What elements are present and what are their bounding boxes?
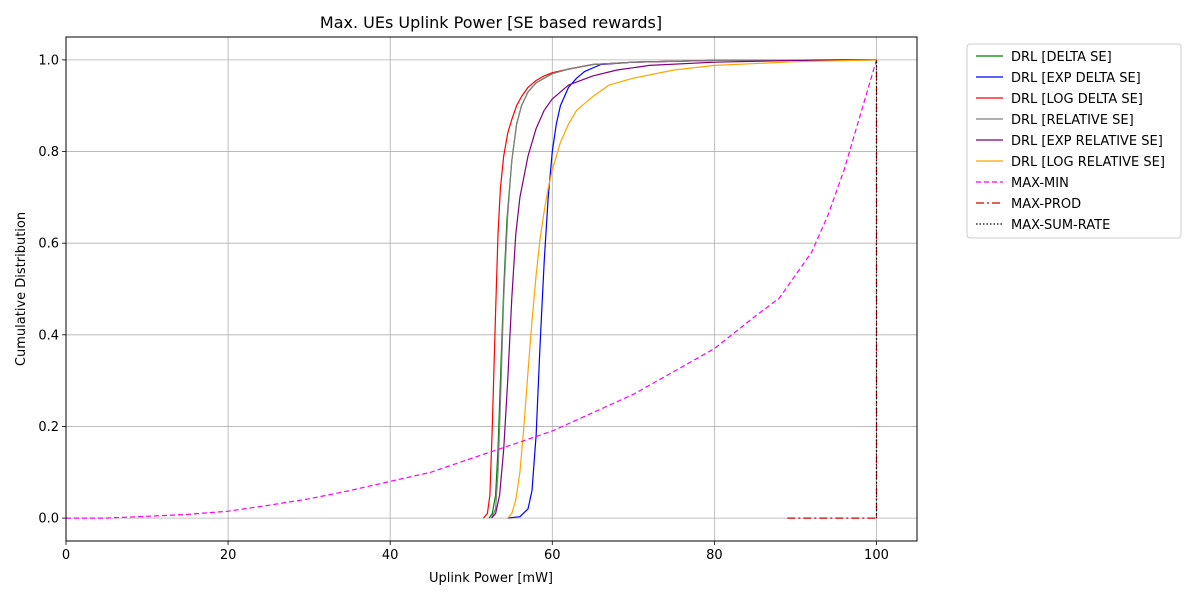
legend-label: MAX-PROD <box>1011 197 1081 212</box>
legend-label: MAX-MIN <box>1011 176 1069 191</box>
series-line <box>488 59 877 519</box>
x-tick-label: 0 <box>62 548 70 563</box>
legend: DRL [DELTA SE] DRL [EXP DELTA SE] DRL [LOG… <box>966 43 1182 239</box>
series-line <box>507 59 877 519</box>
series-line <box>507 59 877 519</box>
y-tick-label: 0.4 <box>38 328 59 343</box>
axis-ticks: 0 20 40 60 80 100 0.0 0.2 0.4 0.6 0.8 1.0 <box>38 53 889 563</box>
chart-title: Max. UEs Uplink Power [SE based rewards] <box>320 13 662 32</box>
y-tick-label: 0.2 <box>38 420 59 435</box>
y-axis-label: Cumulative Distribution <box>14 212 29 366</box>
plot-frame <box>65 36 918 542</box>
x-axis-label: Uplink Power [mW] <box>429 571 553 586</box>
y-tick-label: 0.0 <box>38 512 59 527</box>
y-tick-label: 0.6 <box>38 237 59 252</box>
x-tick-label: 80 <box>706 548 723 563</box>
legend-label: DRL [EXP RELATIVE SE] <box>1011 134 1163 149</box>
x-tick-label: 60 <box>544 548 561 563</box>
legend-label: DRL [EXP DELTA SE] <box>1011 71 1141 86</box>
series-line <box>491 59 877 519</box>
series-line <box>490 59 877 519</box>
legend-label: MAX-SUM-RATE <box>1011 218 1110 233</box>
legend-label: DRL [LOG DELTA SE] <box>1011 92 1143 107</box>
series-line <box>787 59 878 519</box>
legend-box <box>966 43 1182 239</box>
x-tick-label: 100 <box>864 548 889 563</box>
legend-label: DRL [DELTA SE] <box>1011 50 1112 65</box>
legend-label: DRL [LOG RELATIVE SE] <box>1011 155 1165 170</box>
legend-label: DRL [RELATIVE SE] <box>1011 113 1134 128</box>
y-tick-label: 0.8 <box>38 145 59 160</box>
series-lines <box>66 59 878 519</box>
y-tick-label: 1.0 <box>38 53 59 68</box>
series-line <box>66 59 878 519</box>
x-tick-label: 40 <box>382 548 399 563</box>
x-tick-label: 20 <box>220 548 237 563</box>
